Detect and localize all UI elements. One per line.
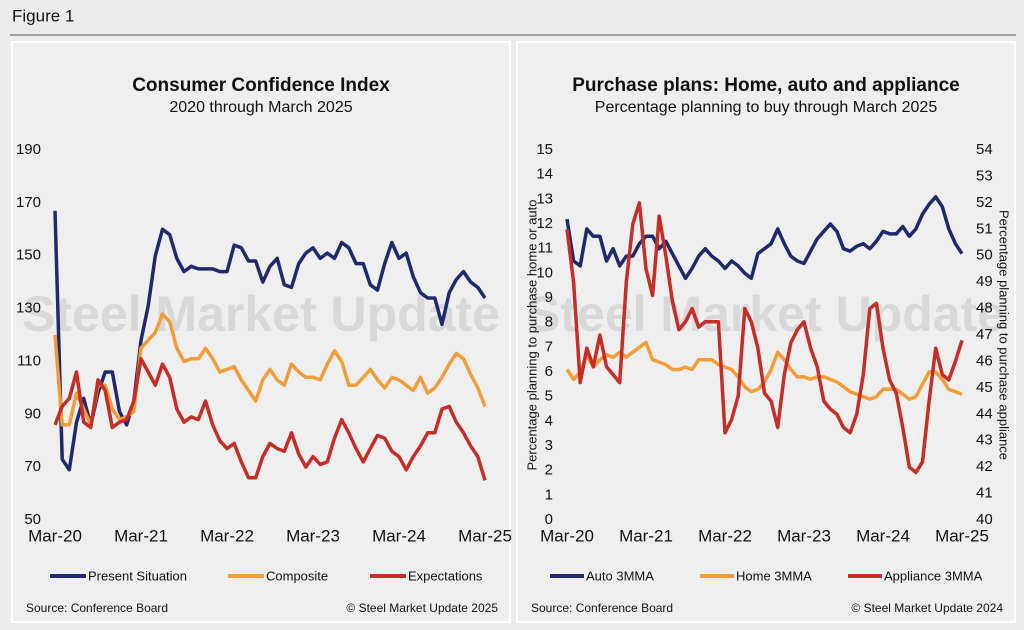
- y-tick-label: 11: [537, 240, 553, 257]
- y-tick-label: 10: [536, 264, 553, 281]
- y-tick-label: 3: [545, 437, 553, 454]
- y-tick-label: 0: [545, 511, 553, 528]
- x-tick-label: Mar-21: [114, 526, 168, 545]
- copyright-note: © Steel Market Update 2024: [851, 601, 1003, 615]
- y2-tick-label: 44: [976, 405, 993, 422]
- y-tick-label: 70: [24, 458, 41, 475]
- x-tick-label: Mar-23: [286, 526, 340, 545]
- chart-title: Purchase plans: Home, auto and appliance: [572, 75, 960, 96]
- y-tick-label: 8: [545, 314, 553, 331]
- y-tick-label: 6: [545, 363, 553, 380]
- y-tick-label: 14: [536, 166, 553, 183]
- series-line: [53, 210, 487, 472]
- legend-label: Composite: [266, 568, 328, 583]
- x-tick-label: Mar-25: [935, 526, 989, 545]
- panel: [516, 41, 1016, 623]
- y-tick-label: 9: [545, 289, 553, 306]
- y2-tick-label: 41: [976, 485, 993, 502]
- y2-tick-label: 52: [976, 194, 993, 211]
- legend-label: Expectations: [408, 568, 483, 583]
- source-note: Source: Conference Board: [26, 601, 168, 615]
- panel: [11, 41, 511, 623]
- y-axis-label: Percentage planning to purchase home or …: [524, 199, 539, 470]
- y2-tick-label: 50: [976, 247, 993, 264]
- y-tick-label: 5: [545, 388, 553, 405]
- series-line: [53, 357, 487, 481]
- y2-tick-label: 40: [976, 511, 993, 528]
- chart-subtitle: Percentage planning to buy through March…: [595, 99, 938, 116]
- figure-label: Figure 1: [12, 6, 74, 25]
- copyright-note: © Steel Market Update 2025: [346, 601, 498, 615]
- y-tick-label: 110: [17, 352, 41, 369]
- y-tick-label: 170: [16, 194, 41, 211]
- y2-tick-label: 42: [976, 458, 993, 475]
- legend-label: Appliance 3MMA: [884, 568, 983, 583]
- legend-label: Present Situation: [88, 568, 187, 583]
- y2-tick-label: 47: [976, 326, 993, 343]
- chart-subtitle: 2020 through March 2025: [169, 99, 352, 116]
- y2-tick-label: 53: [976, 167, 993, 184]
- x-tick-label: Mar-24: [856, 526, 910, 545]
- y-tick-label: 90: [24, 405, 41, 422]
- x-tick-label: Mar-21: [619, 526, 673, 545]
- x-tick-label: Mar-20: [540, 526, 594, 545]
- series-line: [565, 201, 964, 475]
- y-tick-label: 4: [545, 412, 553, 429]
- x-tick-label: Mar-23: [777, 526, 831, 545]
- watermark: Steel Market Update: [527, 286, 1005, 342]
- y2-tick-label: 54: [976, 141, 993, 158]
- y-tick-label: 50: [24, 511, 41, 528]
- y-tick-label: 190: [16, 141, 41, 158]
- y-tick-label: 130: [16, 300, 41, 317]
- y-tick-label: 2: [545, 462, 553, 479]
- y2-tick-label: 48: [976, 300, 993, 317]
- x-tick-label: Mar-22: [698, 526, 752, 545]
- x-tick-label: Mar-25: [458, 526, 512, 545]
- series-line: [565, 195, 964, 281]
- y-tick-label: 12: [536, 215, 553, 232]
- legend-label: Home 3MMA: [736, 568, 812, 583]
- source-note: Source: Conference Board: [531, 601, 673, 615]
- x-tick-label: Mar-20: [28, 526, 82, 545]
- y-tick-label: 13: [536, 190, 553, 207]
- chart-title: Consumer Confidence Index: [132, 75, 390, 96]
- x-tick-label: Mar-22: [200, 526, 254, 545]
- y-tick-label: 1: [545, 486, 553, 503]
- y-tick-label: 7: [545, 338, 553, 355]
- x-tick-label: Mar-24: [372, 526, 426, 545]
- legend-label: Auto 3MMA: [586, 568, 654, 583]
- y-tick-label: 150: [16, 247, 41, 264]
- y2-axis-label: Percentage planning to purchase applianc…: [997, 210, 1012, 460]
- y-tick-label: 15: [536, 141, 553, 158]
- y2-tick-label: 46: [976, 352, 993, 369]
- watermark: Steel Market Update: [22, 286, 500, 342]
- y2-tick-label: 43: [976, 432, 993, 449]
- y2-tick-label: 45: [976, 379, 993, 396]
- y2-tick-label: 51: [976, 220, 993, 237]
- y2-tick-label: 49: [976, 273, 993, 290]
